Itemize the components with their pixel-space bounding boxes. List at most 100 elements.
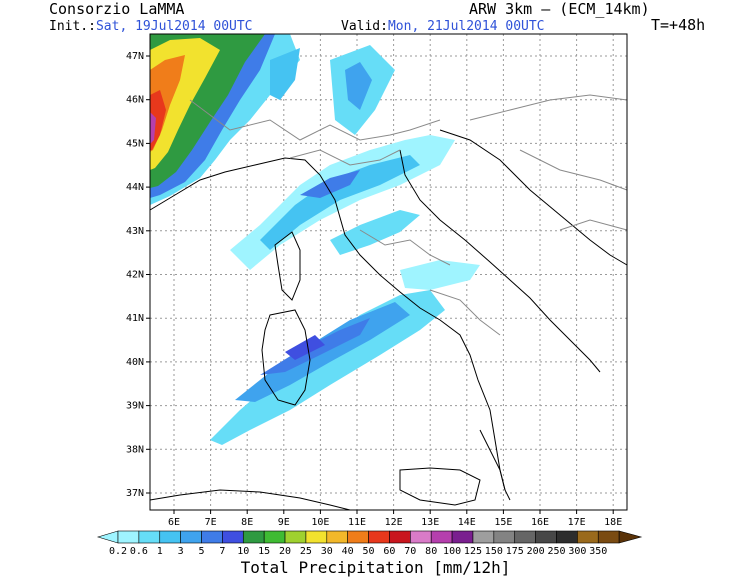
colorbar-label: 50 [363,546,375,557]
lat-label: 37N [126,488,144,499]
lat-label: 44N [126,182,144,193]
colorbar-swatch [577,530,599,544]
colorbar-label: 200 [527,546,545,557]
precip-central-streak [330,210,420,255]
precip-nw-purple [150,112,156,144]
coastlines [149,129,628,511]
colorbar-label: 0.2 [109,546,127,557]
precip-lazio-band [400,260,480,290]
lat-label: 46N [126,95,144,106]
colorbar-swatch [368,530,390,544]
longitude-labels: 6E 7E 8E 9E 10E 11E 12E 13E 14E 15E 16E 17E 18E [168,510,622,528]
colorbar-swatch [159,530,181,544]
valid-value: Mon, 21Jul2014 00UTC [387,19,545,34]
colorbar-swatch [514,530,536,544]
colorbar-label: 25 [300,546,312,557]
valid-label: Valid: [341,19,388,34]
colorbar-swatch [347,530,369,544]
alps-border [189,99,441,141]
colorbar-swatch [263,530,286,544]
lon-label: 10E [311,517,329,528]
colorbar-swatch [326,530,348,544]
italy-peninsula-coast [149,157,511,501]
colorbar-label: 80 [425,546,437,557]
colorbar-swatch [222,530,244,544]
africa-coast [149,489,351,511]
colorbar-swatch [597,530,620,544]
lon-label: 14E [458,517,476,528]
lat-label: 45N [126,138,144,149]
precip-po-band-blue [300,170,360,198]
lat-label: 39N [126,401,144,412]
lon-label: 18E [604,517,622,528]
lead-time: T=+48h [651,16,706,34]
colorbar-label: 1 [157,546,163,557]
colorbar-label: 0.6 [130,546,148,557]
lon-label: 15E [494,517,512,528]
colorbar-swatch [201,530,223,544]
colorbar-swatch [138,530,161,544]
balkan-coast [439,129,628,266]
lon-label: 13E [421,517,439,528]
init-line: Init.:Sat, 19Jul2014 00UTC [49,20,253,34]
precipitation-field [150,34,480,445]
colorbar-label: 350 [589,546,607,557]
init-value: Sat, 19Jul2014 00UTC [95,19,253,34]
precip-alps-streak-3 [345,62,372,110]
colorbar-title: Total Precipitation [mm/12h] [240,558,511,577]
colorbar-label: 60 [383,546,395,557]
org-title: Consorzio LaMMA [49,0,185,18]
colorbar-swatch [556,530,578,544]
sicily-outline [399,467,481,506]
colorbar-left-arrow [96,530,119,544]
lon-label: 7E [205,517,217,528]
valid-line: Valid:Mon, 21Jul2014 00UTC [341,20,545,34]
region-border-1 [289,149,401,166]
colorbar-swatch [430,530,453,544]
admin-borders [189,94,628,336]
lon-label: 11E [348,517,366,528]
colorbar-swatch [493,530,516,544]
colorbar-swatch [535,530,557,544]
colorbar-label: 70 [404,546,416,557]
region-border-3 [429,289,501,336]
colorbar-label: 3 [178,546,184,557]
lon-label: 17E [568,517,586,528]
lat-label: 43N [126,226,144,237]
colorbar-swatch [472,530,495,544]
balkan-borders [469,94,628,231]
colorbar-swatch [410,530,432,544]
model-title: ARW 3km – (ECM_14km) [469,0,650,18]
lon-label: 12E [385,517,403,528]
precip-alps-streak-1 [270,48,300,100]
colorbar-swatch [242,530,265,544]
calabria-coast [479,429,506,491]
latitude-labels: 47N 46N 45N 44N 43N 42N 41N 40N 39N 38N 37N [126,51,150,499]
colorbar-label: 125 [464,546,482,557]
colorbar-swatch [389,530,411,544]
precip-sardinia-violet [285,335,325,360]
colorbar: 0.2 0.6 1 3 5 7 10 15 20 25 30 40 50 60 70 80 100 125 150 1… [96,530,643,557]
colorbar-label: 5 [199,546,205,557]
colorbar-swatch [284,530,307,544]
adriatic-coast [399,149,601,373]
colorbar-label: 20 [279,546,291,557]
lat-label: 47N [126,51,144,62]
map-frame [149,33,628,511]
lat-label: 40N [126,357,144,368]
colorbar-swatch [180,530,202,544]
region-border-2 [359,229,451,266]
lon-label: 6E [168,517,180,528]
colorbar-label: 15 [258,546,270,557]
corsica-outline [274,231,301,301]
colorbar-label: 250 [547,546,565,557]
lon-label: 16E [531,517,549,528]
lat-label: 41N [126,313,144,324]
colorbar-label: 10 [237,546,249,557]
colorbar-label: 100 [443,546,461,557]
lat-label: 38N [126,444,144,455]
sardinia-outline [261,309,311,406]
colorbar-label: 175 [506,546,524,557]
colorbar-swatch [305,530,328,544]
